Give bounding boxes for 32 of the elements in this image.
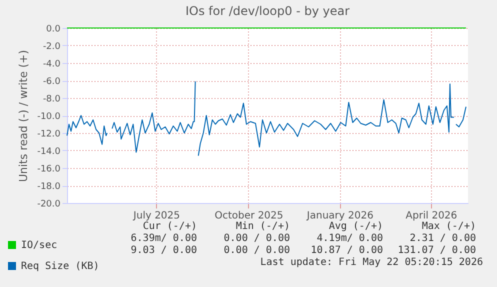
text: 10.87 / 0.00 bbox=[310, 245, 383, 256]
text: 6.39m/ 0.00 bbox=[130, 233, 197, 244]
y-tick-label: 0.0 bbox=[46, 24, 61, 34]
y-tick-label: -10.0 bbox=[37, 112, 61, 122]
x-tick-label: October 2025 bbox=[214, 210, 284, 222]
y-tick-label: -14.0 bbox=[37, 147, 61, 157]
chart-title: IOs for /dev/loop0 - by year bbox=[185, 4, 350, 18]
text: Cur (-/+) bbox=[142, 221, 197, 232]
text: 4.19m/ 0.00 bbox=[316, 233, 383, 244]
x-tick-label: January 2026 bbox=[306, 210, 374, 222]
text: 0.00 / 0.00 bbox=[224, 245, 290, 256]
y-axis-title: Units read (-) / write (+) bbox=[17, 50, 30, 182]
text: 131.07 / 0.00 bbox=[398, 245, 476, 256]
legend-label: Req Size (KB) bbox=[21, 261, 100, 272]
x-tick-label: April 2026 bbox=[406, 210, 458, 222]
y-tick-label: -8.0 bbox=[42, 94, 61, 104]
text: 9.03 / 0.00 bbox=[130, 245, 197, 256]
y-tick-label: -2.0 bbox=[42, 42, 61, 52]
text: 0.00 / 0.00 bbox=[224, 233, 290, 244]
text: Max (-/+) bbox=[422, 221, 476, 232]
text: 2.31 / 0.00 bbox=[410, 233, 476, 244]
x-tick-label: July 2025 bbox=[132, 210, 180, 222]
text: Min (-/+) bbox=[236, 221, 290, 232]
legend-label: IO/sec bbox=[21, 240, 58, 251]
text: Last update: Fri May 22 05:20:15 2026 bbox=[260, 257, 483, 268]
text: Avg (-/+) bbox=[328, 221, 383, 232]
y-tick-label: -4.0 bbox=[42, 60, 61, 70]
y-tick-label: -12.0 bbox=[37, 130, 61, 140]
y-tick-label: -20.0 bbox=[37, 200, 61, 210]
y-tick-label: -6.0 bbox=[42, 77, 61, 87]
y-tick-label: -16.0 bbox=[37, 164, 61, 174]
y-tick-label: -18.0 bbox=[37, 182, 61, 192]
